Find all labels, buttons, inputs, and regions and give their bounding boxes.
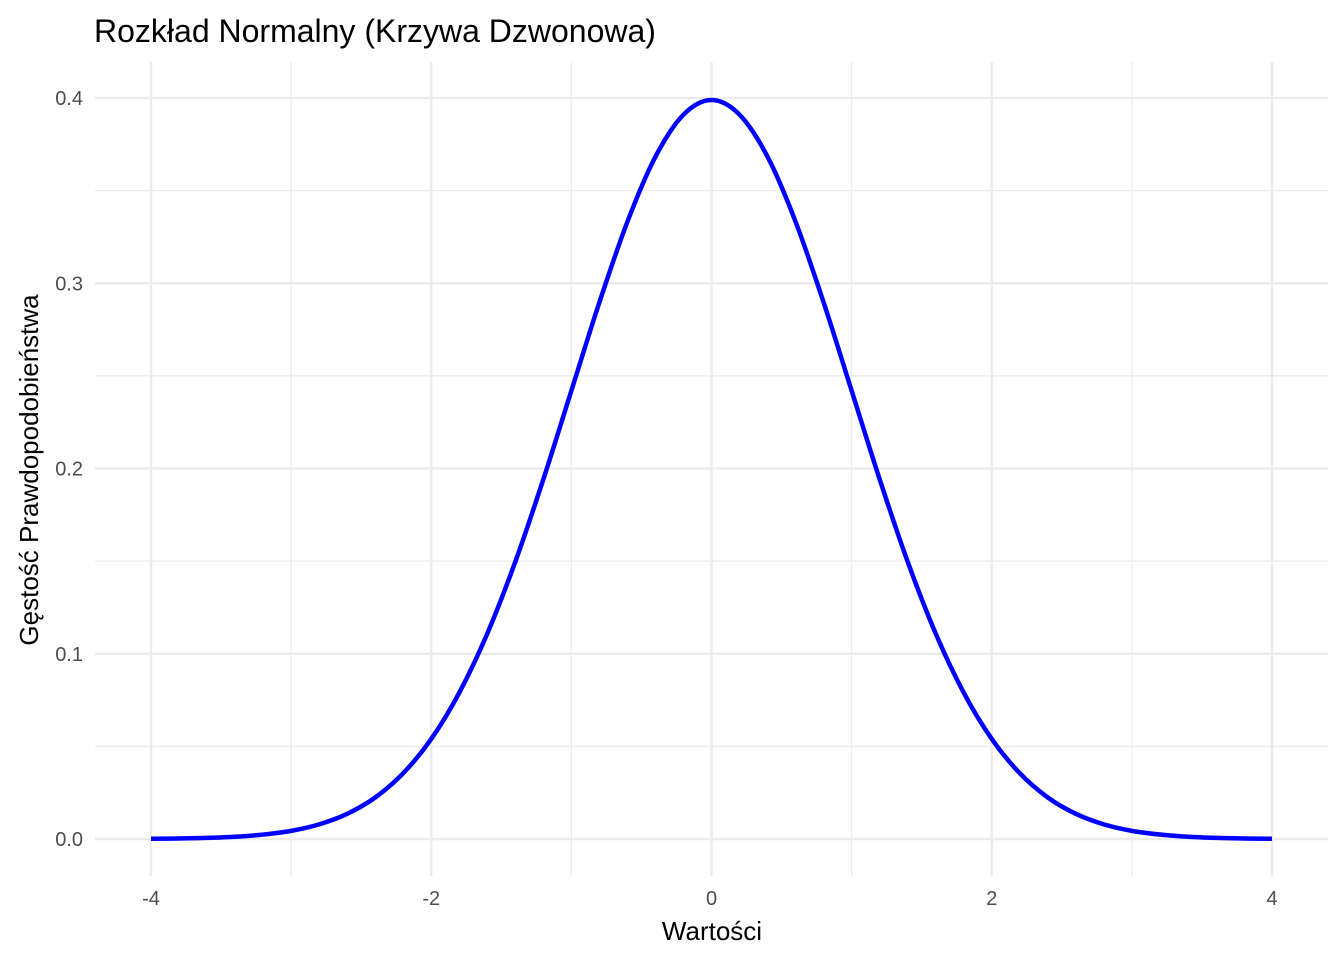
y-tick-label: 0.3 bbox=[55, 273, 83, 295]
series-layer bbox=[150, 97, 1273, 842]
y-tick-label: 0.2 bbox=[55, 459, 83, 481]
x-axis-ticks: -4 -2 0 2 4 bbox=[142, 888, 1277, 910]
y-tick-label: 0.4 bbox=[55, 88, 83, 110]
chart-title: Rozkład Normalny (Krzywa Dzwonowa) bbox=[94, 13, 656, 49]
y-axis-ticks: 0.0 0.1 0.2 0.3 0.4 bbox=[55, 88, 83, 851]
x-tick-label: -2 bbox=[422, 888, 440, 910]
series-line bbox=[150, 97, 1273, 842]
x-axis-title: Wartości bbox=[662, 916, 762, 946]
y-tick-label: 0.0 bbox=[55, 829, 83, 851]
x-tick-label: 4 bbox=[1266, 888, 1277, 910]
x-tick-label: 2 bbox=[986, 888, 997, 910]
x-tick-label: 0 bbox=[706, 888, 717, 910]
y-axis-title: Gęstość Prawdopodobieństwa bbox=[14, 294, 44, 646]
gridlines bbox=[95, 62, 1328, 876]
y-tick-label: 0.1 bbox=[55, 644, 83, 666]
x-tick-label: -4 bbox=[142, 888, 160, 910]
